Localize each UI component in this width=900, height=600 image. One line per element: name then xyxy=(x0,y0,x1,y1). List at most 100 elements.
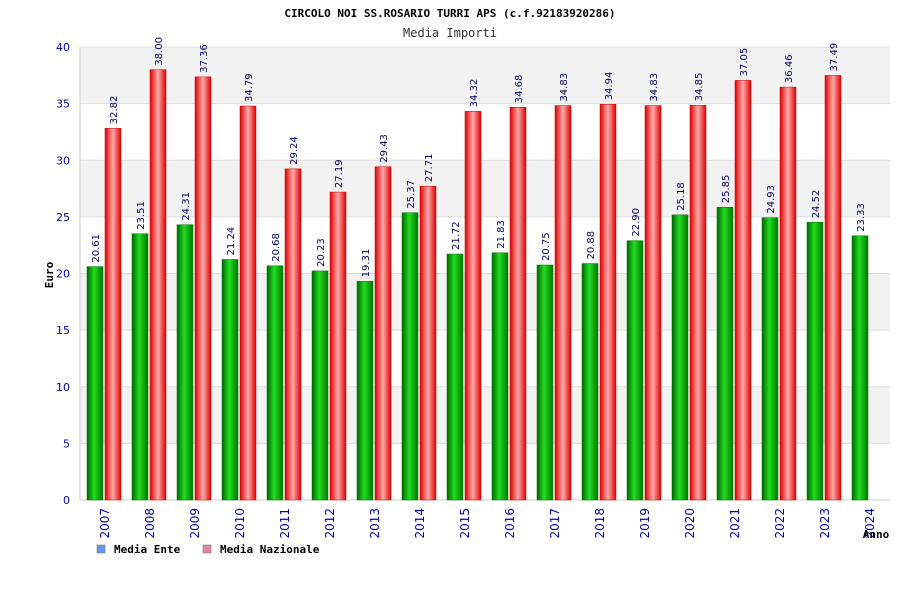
bar-media-nazionale xyxy=(194,76,212,501)
bar-media-nazionale xyxy=(779,86,797,501)
y-tick-label: 0 xyxy=(63,494,70,507)
bar-media-nazionale xyxy=(239,105,257,501)
y-tick-label: 30 xyxy=(56,154,70,167)
x-tick-label: 2009 xyxy=(188,508,202,539)
x-tick-label: 2014 xyxy=(413,508,427,539)
bar-media-nazionale xyxy=(374,166,392,501)
y-tick-label: 20 xyxy=(56,268,70,281)
x-tick-label: 2020 xyxy=(683,508,697,539)
bar-media-nazionale xyxy=(464,111,482,501)
legend-label: Media Ente xyxy=(114,543,181,556)
x-tick-label: 2018 xyxy=(593,508,607,539)
grid-band xyxy=(80,386,890,444)
bar-media-ente xyxy=(761,217,779,501)
bar-media-ente xyxy=(536,264,554,501)
bar-media-nazionale xyxy=(644,105,662,501)
value-label: 38.00 xyxy=(154,37,165,66)
value-label: 21.24 xyxy=(226,227,237,256)
y-tick-label: 5 xyxy=(63,437,70,450)
bar-media-nazionale xyxy=(824,75,842,501)
bar-media-ente xyxy=(806,222,824,501)
x-tick-label: 2016 xyxy=(503,508,517,539)
bar-media-ente xyxy=(446,253,464,501)
x-tick-label: 2015 xyxy=(458,508,472,539)
x-tick-label: 2007 xyxy=(98,508,112,539)
y-tick-label: 25 xyxy=(56,211,70,224)
x-tick-label: 2011 xyxy=(278,508,292,539)
value-label: 23.51 xyxy=(136,201,147,230)
chart-subtitle: Media Importi xyxy=(403,26,497,40)
bars-group xyxy=(86,69,869,501)
value-label: 20.68 xyxy=(271,233,282,262)
bar-media-nazionale xyxy=(104,128,122,501)
value-label: 19.31 xyxy=(361,249,372,278)
value-label: 29.24 xyxy=(289,136,300,165)
bar-media-nazionale xyxy=(554,105,572,501)
bar-media-ente xyxy=(491,252,509,501)
value-label: 37.05 xyxy=(739,48,750,77)
grid-band xyxy=(80,160,890,217)
bar-media-ente xyxy=(221,259,239,501)
value-label: 22.90 xyxy=(631,208,642,237)
x-tick-label: 2017 xyxy=(548,508,562,539)
value-label: 24.52 xyxy=(811,190,822,219)
grid-band xyxy=(80,103,890,161)
y-axis-label: Euro xyxy=(43,261,56,288)
legend-label: Media Nazionale xyxy=(220,543,320,556)
value-label: 34.83 xyxy=(649,73,660,102)
value-label: 20.23 xyxy=(316,238,327,267)
y-tick-label: 15 xyxy=(56,324,70,337)
value-label: 37.36 xyxy=(199,44,210,73)
value-labels: 20.61 32.82 23.51 38.00 24.31 37.36 21.24 34.79… xyxy=(91,37,867,277)
value-label: 23.33 xyxy=(856,203,867,232)
x-tick-label: 2012 xyxy=(323,508,337,539)
bar-media-nazionale xyxy=(329,191,347,501)
x-tick-label: 2008 xyxy=(143,508,157,539)
bar-media-nazionale xyxy=(734,80,752,501)
bar-media-ente xyxy=(86,266,104,501)
bar-media-ente xyxy=(311,270,329,501)
bar-media-ente xyxy=(716,206,734,501)
x-tick-label: 2023 xyxy=(818,508,832,539)
value-label: 20.75 xyxy=(541,232,552,261)
value-label: 36.46 xyxy=(784,54,795,83)
legend-swatch xyxy=(202,544,212,554)
value-label: 32.82 xyxy=(109,96,120,125)
value-label: 34.68 xyxy=(514,75,525,104)
x-tick-label: 2024 xyxy=(863,508,877,539)
y-axis-ticks: 0 5 10 15 20 25 30 35 40 xyxy=(56,41,70,507)
value-label: 24.93 xyxy=(766,185,777,214)
value-label: 34.83 xyxy=(559,73,570,102)
value-label: 37.49 xyxy=(829,43,840,72)
value-label: 25.37 xyxy=(406,180,417,209)
grid-band xyxy=(80,330,890,387)
bar-media-ente xyxy=(851,235,869,501)
x-tick-label: 2013 xyxy=(368,508,382,539)
bar-media-ente xyxy=(266,265,284,501)
value-label: 21.72 xyxy=(451,221,462,250)
value-label: 24.31 xyxy=(181,192,192,221)
bar-media-nazionale xyxy=(149,69,167,501)
value-label: 34.85 xyxy=(694,73,705,102)
grid-band xyxy=(80,47,890,104)
bar-media-ente xyxy=(176,224,194,501)
plot-grid xyxy=(79,46,890,501)
bar-media-ente xyxy=(401,212,419,501)
grid-band xyxy=(80,273,890,331)
x-tick-label: 2022 xyxy=(773,508,787,539)
x-axis-ticks: 2007 2008 2009 2010 2011 2012 2013 2014 2015 2016… xyxy=(98,508,877,539)
value-label: 20.88 xyxy=(586,231,597,260)
bar-media-nazionale xyxy=(509,106,527,501)
bar-media-ente xyxy=(131,233,149,501)
y-tick-label: 40 xyxy=(56,41,70,54)
value-label: 34.94 xyxy=(604,72,615,101)
value-label: 25.18 xyxy=(676,182,687,211)
bar-media-nazionale xyxy=(689,105,707,501)
x-tick-label: 2019 xyxy=(638,508,652,539)
y-tick-label: 10 xyxy=(56,381,70,394)
bar-media-ente xyxy=(356,281,374,501)
chart-title: CIRCOLO NOI SS.ROSARIO TURRI APS (c.f.92… xyxy=(284,7,615,20)
grid-band xyxy=(80,443,890,500)
bar-media-nazionale xyxy=(419,185,437,501)
